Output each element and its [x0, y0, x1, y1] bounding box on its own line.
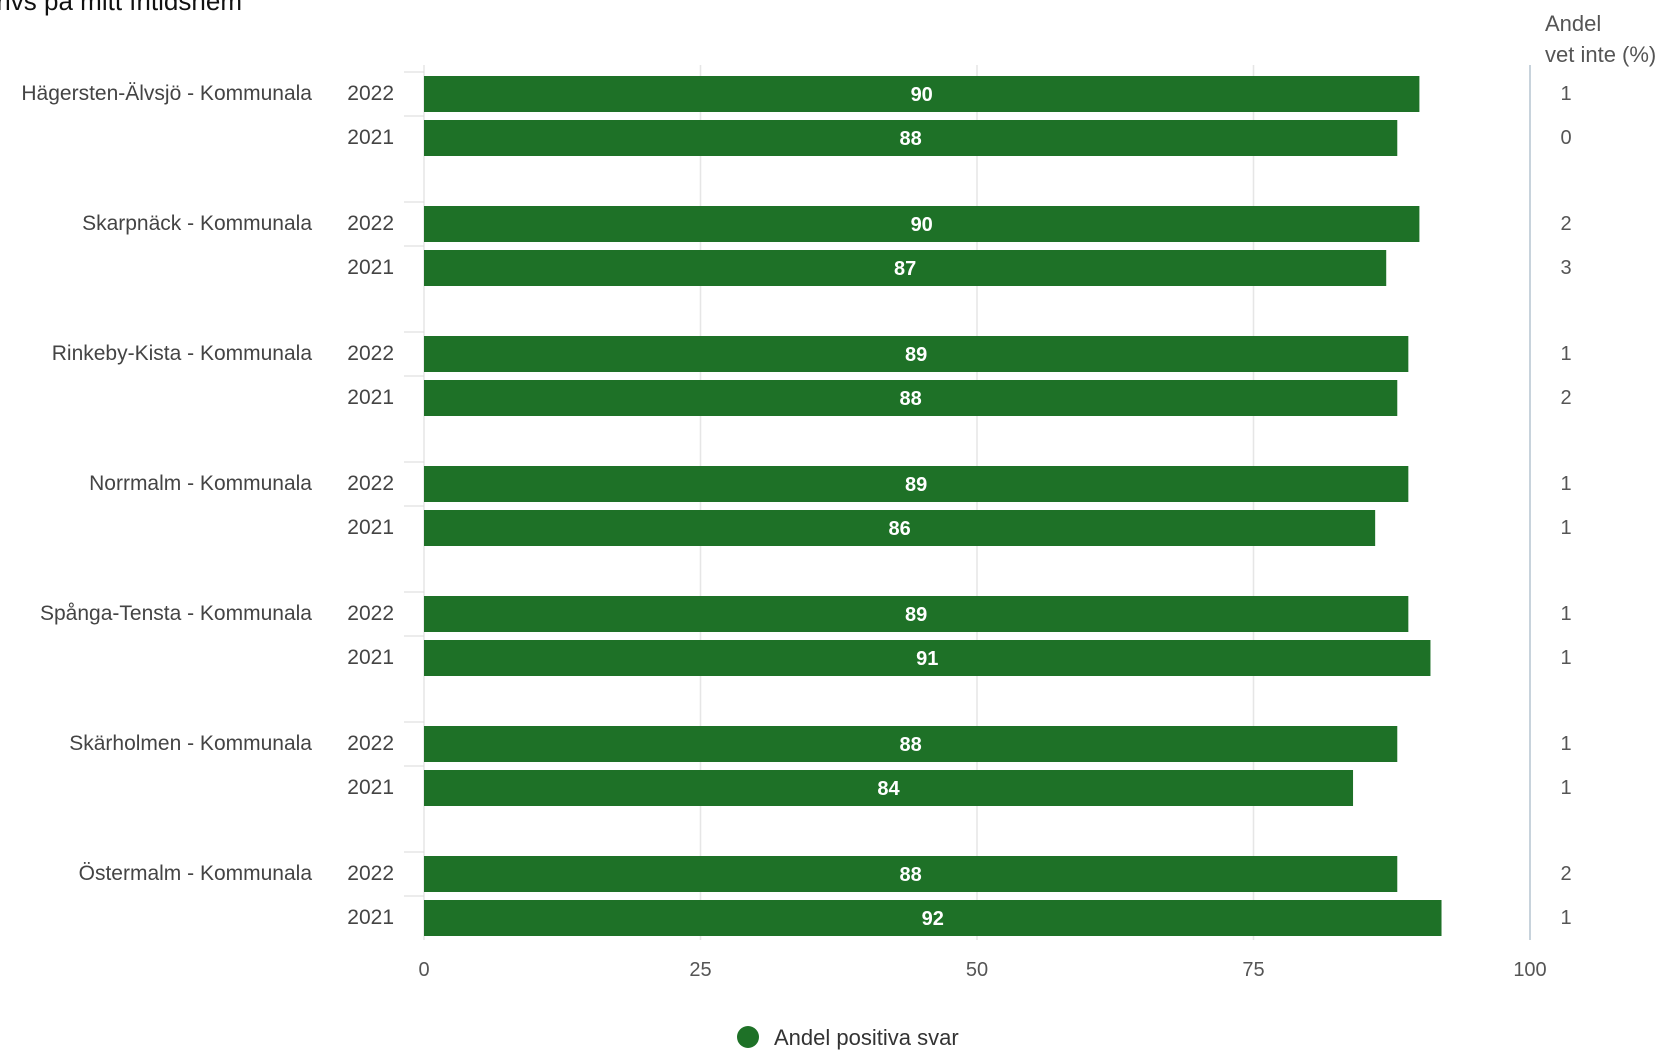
year-label: 2021	[347, 516, 394, 539]
bar-data-label: 90	[911, 214, 933, 236]
vet-inte-value: 1	[1560, 343, 1571, 365]
region-label: Skärholmen - Kommunala	[69, 732, 312, 755]
vet-inte-value: 1	[1560, 517, 1571, 539]
legend-label: Andel positiva svar	[774, 1025, 959, 1050]
year-label: 2022	[347, 82, 394, 105]
region-label: Hägersten-Älvsjö - Kommunala	[21, 82, 312, 105]
vet-inte-value: 0	[1560, 127, 1571, 149]
bar[interactable]	[424, 466, 1409, 502]
vet-inte-value: 1	[1560, 603, 1571, 625]
bar[interactable]	[424, 770, 1354, 806]
legend[interactable]: Andel positiva svar	[737, 1025, 959, 1050]
year-label: 2021	[347, 256, 394, 279]
year-label: 2022	[347, 342, 394, 365]
vet-inte-value: 1	[1560, 733, 1571, 755]
region-label: Norrmalm - Kommunala	[89, 472, 312, 495]
x-tick-label: 75	[1242, 959, 1264, 981]
bar[interactable]	[424, 380, 1398, 416]
vet-inte-column: Andel vet inte (%) 1 0 2 3 1 2 1 1 1 1 1 1 2 1	[1545, 11, 1656, 929]
x-tick-label: 25	[689, 959, 711, 981]
bar-data-label: 90	[911, 84, 933, 106]
vet-inte-header-line-2: vet inte (%)	[1545, 42, 1656, 67]
bar[interactable]	[424, 336, 1409, 372]
bar[interactable]	[424, 900, 1442, 936]
bar-data-label: 88	[900, 864, 922, 886]
bar[interactable]	[424, 76, 1420, 112]
vet-inte-value: 2	[1560, 213, 1571, 235]
x-tick-label: 50	[966, 959, 988, 981]
year-label: 2021	[347, 126, 394, 149]
bar[interactable]	[424, 120, 1398, 156]
year-label: 2022	[347, 472, 394, 495]
year-label: 2021	[347, 646, 394, 669]
bar-data-label: 92	[922, 908, 944, 930]
bar-data-label: 87	[894, 258, 916, 280]
x-tick-label: 0	[418, 959, 429, 981]
year-label: 2022	[347, 602, 394, 625]
vet-inte-value: 3	[1560, 257, 1571, 279]
bar[interactable]	[424, 250, 1387, 286]
legend-marker-icon	[737, 1026, 759, 1048]
bar[interactable]	[424, 206, 1420, 242]
vet-inte-header-line-1: Andel	[1545, 11, 1601, 36]
x-axis: 0 25 50 75 100	[418, 959, 1546, 981]
vet-inte-value: 1	[1560, 647, 1571, 669]
region-label: Spånga-Tensta - Kommunala	[40, 602, 312, 625]
bar[interactable]	[424, 640, 1431, 676]
bar[interactable]	[424, 596, 1409, 632]
x-tick-label: 100	[1513, 959, 1546, 981]
vet-inte-value: 1	[1560, 83, 1571, 105]
year-label: 2022	[347, 212, 394, 235]
bar-data-label: 89	[905, 604, 927, 626]
bar[interactable]	[424, 726, 1398, 762]
year-label: 2021	[347, 776, 394, 799]
vet-inte-value: 1	[1560, 777, 1571, 799]
vet-inte-value: 1	[1560, 473, 1571, 495]
bar-data-label: 84	[877, 778, 900, 800]
bar-data-label: 86	[888, 518, 910, 540]
year-label: 2022	[347, 862, 394, 885]
bar-data-label: 88	[900, 388, 922, 410]
bar[interactable]	[424, 856, 1398, 892]
bar-data-label: 88	[900, 128, 922, 150]
gridlines	[404, 65, 1531, 940]
region-label: Östermalm - Kommunala	[79, 862, 313, 885]
vet-inte-value: 1	[1560, 907, 1571, 929]
bar-data-label: 91	[916, 648, 938, 670]
bar[interactable]	[424, 510, 1376, 546]
bar-data-label: 89	[905, 474, 927, 496]
region-label: Skarpnäck - Kommunala	[82, 212, 312, 235]
chart-title: Jag trivs på mitt fritidshem	[0, 0, 242, 16]
vet-inte-value: 2	[1560, 387, 1571, 409]
vet-inte-value: 2	[1560, 863, 1571, 885]
year-label: 2022	[347, 732, 394, 755]
row-labels: 2022 Hägersten-Älvsjö - Kommunala 2021 2022…	[21, 82, 394, 929]
bar-data-label: 88	[900, 734, 922, 756]
region-label: Rinkeby-Kista - Kommunala	[52, 342, 313, 365]
year-label: 2021	[347, 386, 394, 409]
bar-data-label: 89	[905, 344, 927, 366]
year-label: 2021	[347, 906, 394, 929]
